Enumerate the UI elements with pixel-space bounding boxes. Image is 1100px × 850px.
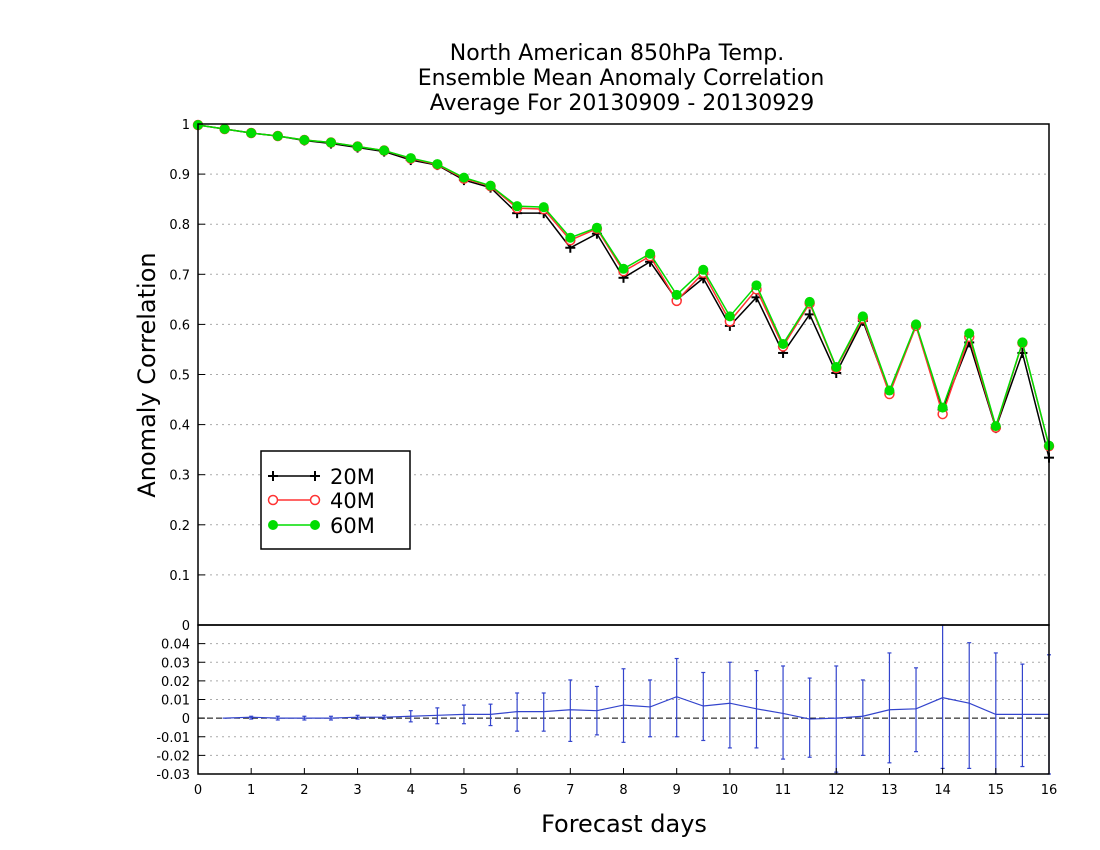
x-tick-label: 0 <box>194 783 202 798</box>
main-y-tick-label: 0.8 <box>169 218 190 233</box>
series-point-60m <box>1017 337 1028 348</box>
series-point-60m <box>778 338 789 349</box>
diff-series-line <box>224 696 1049 720</box>
x-tick-label: 3 <box>353 783 361 798</box>
series-point-60m <box>911 319 922 330</box>
series-point-60m <box>857 311 868 322</box>
x-axis-title: Forecast days <box>541 810 707 838</box>
main-y-tick-label: 0.2 <box>169 519 190 534</box>
series-point-60m <box>405 153 416 164</box>
diff-y-tick-label: -0.03 <box>156 768 190 783</box>
x-tick-label: 15 <box>988 783 1005 798</box>
x-tick-label: 5 <box>460 783 468 798</box>
diff-y-tick-label: 0 <box>182 712 190 727</box>
series-line-60m <box>197 124 1050 446</box>
x-tick-label: 8 <box>619 783 627 798</box>
series-point-60m <box>272 131 283 142</box>
series-point-60m <box>565 232 576 243</box>
series-point-60m <box>485 180 496 191</box>
x-tick-label: 4 <box>407 783 415 798</box>
diff-y-tick-label: 0.02 <box>161 675 190 690</box>
x-tick-label: 12 <box>828 783 845 798</box>
legend-label-20m: 20M <box>330 465 375 489</box>
main-y-tick-label: 0 <box>182 619 190 634</box>
main-y-tick-label: 0.1 <box>169 569 190 584</box>
x-tick-label: 16 <box>1041 783 1058 798</box>
legend: 20M 40M 60M <box>260 450 411 550</box>
diff-y-tick-label: -0.01 <box>156 731 190 746</box>
legend-swatches <box>267 471 321 530</box>
x-tick-label: 7 <box>566 783 574 798</box>
main-y-axis: 0 0.1 0.2 0.3 0.4 0.5 0.6 0.7 0.8 0.9 1 <box>169 118 205 634</box>
series-point-60m <box>645 248 656 259</box>
x-tick-label: 6 <box>513 783 521 798</box>
series-point-60m <box>352 141 363 152</box>
series-point-60m <box>724 311 735 322</box>
main-y-tick-label: 0.6 <box>169 318 190 333</box>
chart-title-line-3: Average For 20130909 - 20130929 <box>430 91 815 116</box>
series-point-60m <box>671 289 682 300</box>
diff-y-tick-label: 0.04 <box>161 638 190 653</box>
series-point-60m <box>458 172 469 183</box>
x-tick-label: 13 <box>881 783 898 798</box>
x-tick-label: 2 <box>300 783 308 798</box>
diff-y-axis: -0.03 -0.02 -0.01 0 0.01 0.02 0.03 0.04 <box>156 638 205 783</box>
series-point-60m <box>990 421 1001 432</box>
main-plot <box>192 119 1055 463</box>
legend-swatch-marker-60m <box>310 520 320 530</box>
x-tick-label: 10 <box>722 783 739 798</box>
series-point-60m <box>937 402 948 413</box>
series-point-60m <box>538 202 549 213</box>
legend-swatch-marker-40m <box>267 494 279 506</box>
legend-swatch-marker-60m <box>268 520 278 530</box>
series-line-20m <box>197 124 1050 458</box>
chart-title-line-2: Ensemble Mean Anomaly Correlation <box>418 66 825 91</box>
x-axis: 0 1 2 3 4 5 6 7 8 9 10 11 12 13 14 15 16 <box>194 768 1057 798</box>
x-tick-label: 11 <box>775 783 792 798</box>
main-y-tick-label: 0.9 <box>169 168 190 183</box>
main-y-tick-label: 1 <box>182 118 190 133</box>
y-axis-title: Anomaly Correlation <box>133 252 161 497</box>
series-point-60m <box>751 280 762 291</box>
diff-y-tick-label: -0.02 <box>156 749 190 764</box>
series-point-60m <box>804 296 815 307</box>
diff-y-tick-label: 0.01 <box>161 694 190 709</box>
diff-plot <box>222 624 1051 775</box>
series-point-60m <box>432 159 443 170</box>
series-point-60m <box>325 137 336 148</box>
chart-title-line-1: North American 850hPa Temp. <box>450 41 785 66</box>
series-point-60m <box>831 361 842 372</box>
diff-y-tick-label: 0.03 <box>161 656 190 671</box>
series-point-60m <box>591 222 602 233</box>
series-point-60m <box>618 263 629 274</box>
series-point-60m <box>512 201 523 212</box>
series-point-60m <box>698 264 709 275</box>
series-point-60m <box>299 135 310 146</box>
series-point-60m <box>884 385 895 396</box>
main-y-tick-label: 0.3 <box>169 469 190 484</box>
main-y-tick-label: 0.4 <box>169 419 190 434</box>
legend-swatch-marker-40m <box>309 494 321 506</box>
series-point-60m <box>246 128 257 139</box>
x-tick-label: 1 <box>247 783 255 798</box>
main-y-tick-label: 0.5 <box>169 369 190 384</box>
series-point-60m <box>379 145 390 156</box>
x-tick-label: 9 <box>673 783 681 798</box>
legend-label-40m: 40M <box>330 489 375 513</box>
series-point-60m <box>964 328 975 339</box>
series-point-60m <box>219 124 230 135</box>
legend-label-60m: 60M <box>330 514 375 538</box>
x-tick-label: 14 <box>934 783 951 798</box>
series-line-40m <box>197 124 1050 447</box>
main-y-tick-label: 0.7 <box>169 268 190 283</box>
